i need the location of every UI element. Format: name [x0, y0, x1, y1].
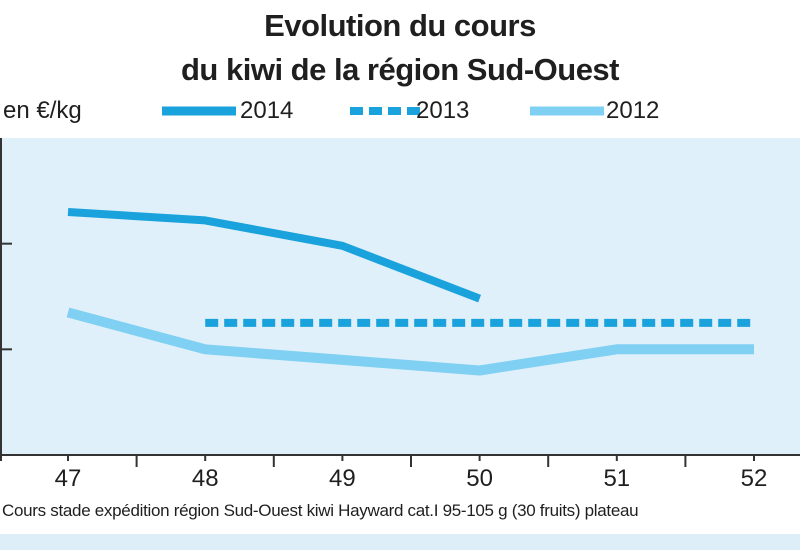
legend-swatch-2013 [350, 107, 424, 115]
x-tick-label: 50 [466, 465, 493, 492]
legend-label-2013: 2013 [416, 97, 470, 124]
chart-title-line-1: Evolution du cours [264, 8, 536, 43]
legend-label-2014: 2014 [240, 97, 294, 124]
plot-area [0, 138, 800, 455]
legend-label-2012: 2012 [606, 97, 660, 124]
legend-swatch-2014 [162, 106, 236, 116]
legend-item-2014: 2014 [160, 95, 300, 127]
y-axis-unit-label: en €/kg [3, 97, 82, 124]
x-tick-label: 48 [192, 465, 219, 492]
series-line-2012 [66, 307, 754, 376]
bottom-band [0, 534, 800, 550]
series-line-2014 [67, 208, 482, 303]
legend-item-2013: 2013 [348, 95, 488, 127]
chart-title-line-2: du kiwi de la région Sud-Ouest [181, 52, 620, 87]
chart-title: Evolution du cours du kiwi de la région … [0, 4, 800, 92]
chart-footnote: Cours stade expédition région Sud-Ouest … [2, 501, 639, 520]
legend-swatch-2012 [530, 106, 604, 116]
x-tick-label: 47 [55, 465, 82, 492]
x-tick-label: 52 [741, 465, 768, 492]
legend-item-2012: 2012 [528, 95, 668, 127]
x-tick-label: 49 [329, 465, 356, 492]
x-tick-label: 51 [603, 465, 630, 492]
